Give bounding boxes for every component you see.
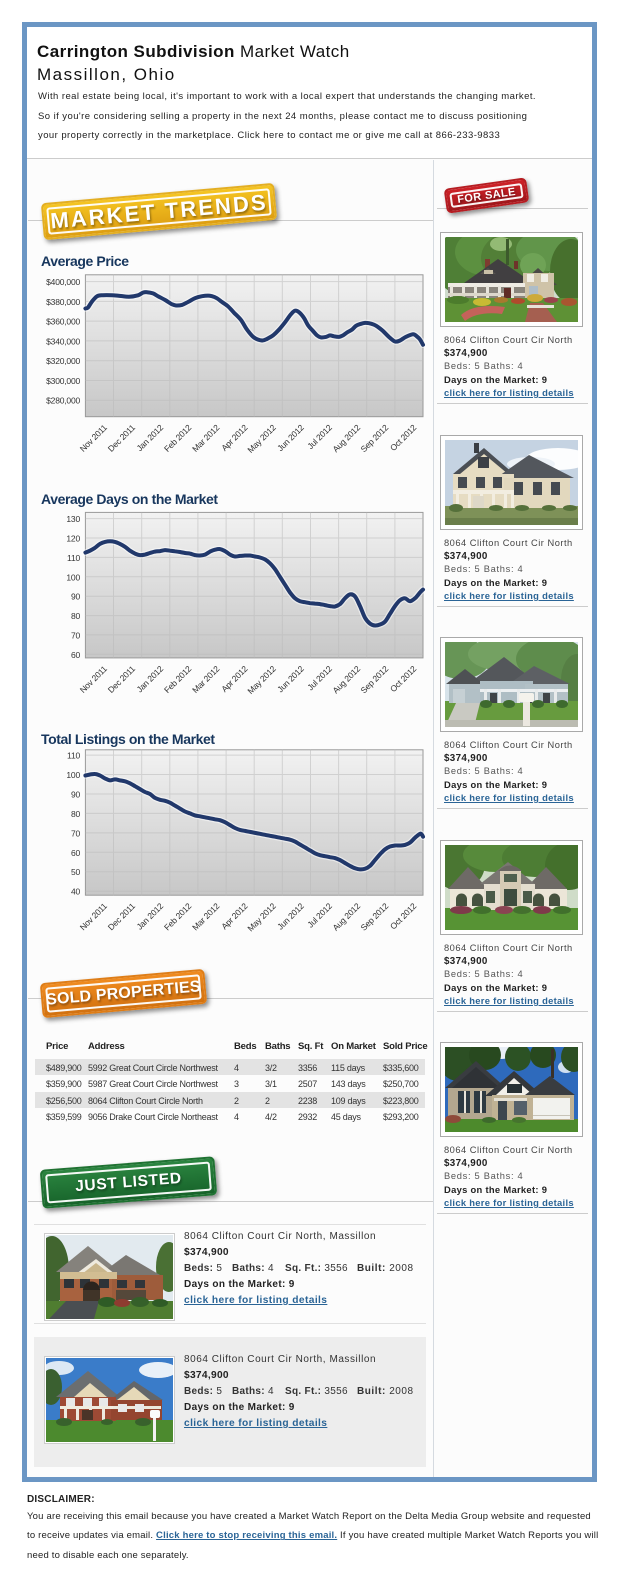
svg-text:Nov 2011: Nov 2011 [78, 663, 110, 695]
svg-text:Jun 2012: Jun 2012 [275, 901, 306, 932]
svg-text:110: 110 [67, 751, 80, 761]
svg-text:120: 120 [66, 534, 80, 544]
svg-text:Jan 2012: Jan 2012 [134, 422, 165, 453]
svg-text:Mar 2012: Mar 2012 [190, 422, 222, 454]
svg-text:Oct 2012: Oct 2012 [388, 422, 419, 453]
svg-text:Aug 2012: Aug 2012 [330, 901, 362, 933]
svg-text:Sep 2012: Sep 2012 [359, 422, 391, 454]
svg-text:Aug 2012: Aug 2012 [330, 422, 362, 454]
svg-text:Jun 2012: Jun 2012 [275, 422, 306, 453]
svg-text:Sep 2012: Sep 2012 [359, 901, 391, 933]
svg-text:Sep 2012: Sep 2012 [359, 663, 391, 695]
svg-text:Feb 2012: Feb 2012 [162, 901, 194, 933]
svg-text:$340,000: $340,000 [46, 336, 80, 346]
svg-text:Mar 2012: Mar 2012 [190, 663, 222, 695]
svg-text:70: 70 [71, 630, 81, 640]
svg-text:90: 90 [71, 790, 81, 800]
svg-text:Aug 2012: Aug 2012 [330, 663, 362, 695]
svg-text:Jan 2012: Jan 2012 [134, 901, 165, 932]
svg-text:Jan 2012: Jan 2012 [134, 663, 165, 694]
svg-text:Feb 2012: Feb 2012 [162, 422, 194, 454]
svg-text:Oct 2012: Oct 2012 [388, 663, 419, 694]
svg-text:$300,000: $300,000 [46, 376, 80, 386]
svg-text:70: 70 [71, 828, 81, 838]
svg-text:80: 80 [71, 809, 81, 819]
svg-text:60: 60 [71, 650, 81, 660]
svg-text:Dec 2011: Dec 2011 [106, 663, 138, 695]
svg-text:$320,000: $320,000 [46, 356, 80, 366]
svg-text:Nov 2011: Nov 2011 [78, 422, 110, 454]
svg-text:100: 100 [66, 572, 80, 582]
svg-text:$380,000: $380,000 [46, 297, 80, 307]
svg-text:90: 90 [71, 592, 81, 602]
svg-text:130: 130 [66, 514, 80, 524]
svg-text:May 2012: May 2012 [245, 663, 278, 696]
svg-text:$280,000: $280,000 [46, 396, 80, 406]
svg-text:80: 80 [71, 611, 81, 621]
svg-text:Nov 2011: Nov 2011 [78, 901, 110, 933]
svg-text:50: 50 [71, 867, 81, 877]
svg-text:Feb 2012: Feb 2012 [162, 663, 194, 695]
svg-text:40: 40 [71, 887, 81, 897]
svg-text:Oct 2012: Oct 2012 [388, 901, 419, 932]
svg-text:60: 60 [71, 848, 81, 858]
svg-text:Dec 2011: Dec 2011 [106, 901, 138, 933]
svg-text:Jun 2012: Jun 2012 [275, 663, 306, 694]
svg-text:$400,000: $400,000 [46, 277, 80, 287]
svg-text:May 2012: May 2012 [245, 901, 278, 934]
svg-text:Dec 2011: Dec 2011 [106, 422, 138, 454]
svg-text:May 2012: May 2012 [245, 422, 278, 455]
svg-text:Mar 2012: Mar 2012 [190, 901, 222, 933]
svg-text:110: 110 [67, 553, 80, 563]
svg-text:100: 100 [66, 770, 80, 780]
svg-text:$360,000: $360,000 [46, 317, 80, 327]
